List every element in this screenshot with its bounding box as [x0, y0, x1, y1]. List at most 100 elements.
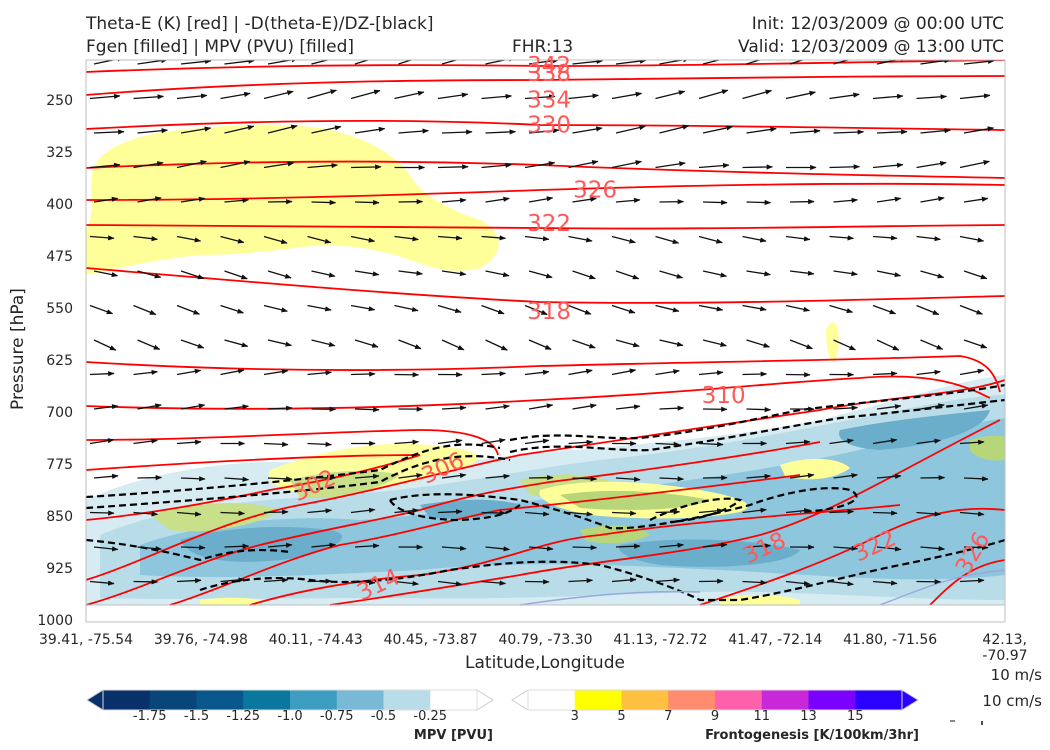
wind-vector — [876, 546, 902, 552]
wind-vector — [398, 270, 423, 276]
wind-vector — [441, 472, 467, 479]
wind-vector — [176, 578, 202, 584]
wind-vector — [307, 162, 339, 169]
y-tick-label: 850 — [46, 508, 73, 525]
wind-vector — [394, 304, 419, 312]
wind-vector — [702, 339, 727, 347]
wind-vector — [180, 126, 212, 134]
wind-vector — [876, 404, 902, 410]
theta-e-label: 318 — [527, 299, 571, 325]
mpv-colorbar — [86, 689, 494, 711]
colorbar-tick-label: 5 — [617, 709, 626, 724]
wind-vector — [568, 368, 593, 376]
wind-vector — [872, 162, 904, 169]
init-time: Init: 12/03/2009 @ 00:00 UTC — [751, 14, 1004, 34]
wind-vector — [611, 235, 636, 244]
wind-vector — [176, 93, 208, 100]
wind-vector — [137, 403, 162, 410]
wind-vector — [829, 509, 855, 515]
valid-time: Valid: 12/03/2009 @ 13:00 UTC — [738, 37, 1004, 57]
colorbar-swatch — [383, 690, 431, 710]
wind-vector — [572, 476, 598, 482]
wind-vector — [746, 270, 771, 277]
wind-vector — [485, 270, 510, 278]
wind-vector — [481, 235, 507, 241]
wind-vector — [785, 508, 811, 514]
wind-vector — [833, 545, 859, 551]
wind-vector — [920, 270, 945, 279]
wind-vector — [311, 270, 336, 278]
x-tick-label: 40.11, -74.43 — [268, 632, 363, 648]
wind-vector — [611, 510, 637, 516]
wind-vector — [437, 92, 469, 100]
wind-vector — [611, 368, 637, 376]
wind-vector — [354, 543, 380, 549]
wind-vector — [263, 577, 289, 583]
x-tick-label: 41.80, -71.56 — [843, 632, 938, 648]
colorbar-tick-label: -1.25 — [226, 709, 261, 724]
wind-vector — [659, 124, 690, 134]
wind-vector — [137, 339, 161, 350]
wind-vector — [916, 235, 941, 242]
colorbar-swatch — [715, 690, 763, 710]
wind-vector — [133, 235, 158, 242]
theta-e-label: 342 — [527, 53, 571, 79]
colorbar-tick-label: -1.5 — [183, 709, 210, 724]
colorbar-swatch — [808, 690, 856, 710]
wind-vector — [659, 270, 684, 279]
colorbar-extend-low — [511, 689, 529, 711]
wind-vector — [916, 94, 948, 100]
wind-vector — [267, 124, 298, 134]
wind-vector — [263, 509, 289, 515]
wind-vector — [398, 128, 430, 134]
wind-vector — [963, 544, 989, 551]
wind-vector — [441, 60, 459, 65]
y-tick-label: 625 — [46, 352, 73, 369]
wind-vector — [394, 235, 419, 242]
wind-vector — [267, 270, 292, 279]
wind-vector — [354, 473, 380, 480]
wind-vector — [398, 473, 423, 479]
wind-vector — [959, 511, 985, 517]
wind-vector — [611, 577, 637, 583]
wind-vector — [702, 542, 728, 548]
wind-vector — [746, 407, 772, 413]
wind-vector — [789, 128, 821, 134]
wind-vector — [485, 129, 517, 135]
wind-vector — [789, 270, 815, 276]
y-tick-label: 925 — [46, 560, 73, 577]
x-axis-label: Latitude,Longitude — [465, 653, 625, 673]
wind-vector — [746, 339, 771, 348]
wind-vector — [93, 546, 119, 552]
wind-vector — [133, 511, 159, 517]
wind-vector — [742, 371, 768, 377]
wind-vector — [441, 339, 465, 351]
wind-vector — [698, 304, 724, 312]
wind-vector — [263, 369, 289, 376]
wind-vector — [394, 439, 420, 445]
wind-vector — [659, 405, 685, 411]
wind-vector — [307, 441, 333, 447]
wind-vector — [133, 94, 165, 100]
wind-vector — [89, 162, 121, 169]
wind-vector — [920, 60, 951, 65]
chart-title-line-1: Theta-E (K) [red] | -D(theta-E)/DZ-[blac… — [86, 14, 434, 34]
colorbar-tick-label: -1.75 — [132, 709, 167, 724]
wind-vector — [698, 89, 729, 100]
wind-vector — [746, 60, 762, 65]
plot-frame — [85, 59, 1006, 606]
wind-vector — [180, 339, 205, 349]
wind-vector — [876, 473, 902, 479]
wind-vector — [89, 235, 115, 241]
wind-vector — [263, 304, 288, 313]
wind-vector — [89, 580, 115, 586]
colorbar-tick-label: -0.25 — [413, 709, 448, 724]
wind-vector — [437, 580, 463, 587]
colorbar-tick-label: 3 — [570, 709, 579, 724]
wind-vector — [702, 199, 728, 206]
wind-vector — [437, 235, 463, 241]
wind-vector — [615, 270, 640, 280]
wind-vector — [572, 126, 603, 134]
wind-vector — [742, 304, 767, 312]
vector-key-horizontal: 10 m/s — [990, 666, 1042, 684]
